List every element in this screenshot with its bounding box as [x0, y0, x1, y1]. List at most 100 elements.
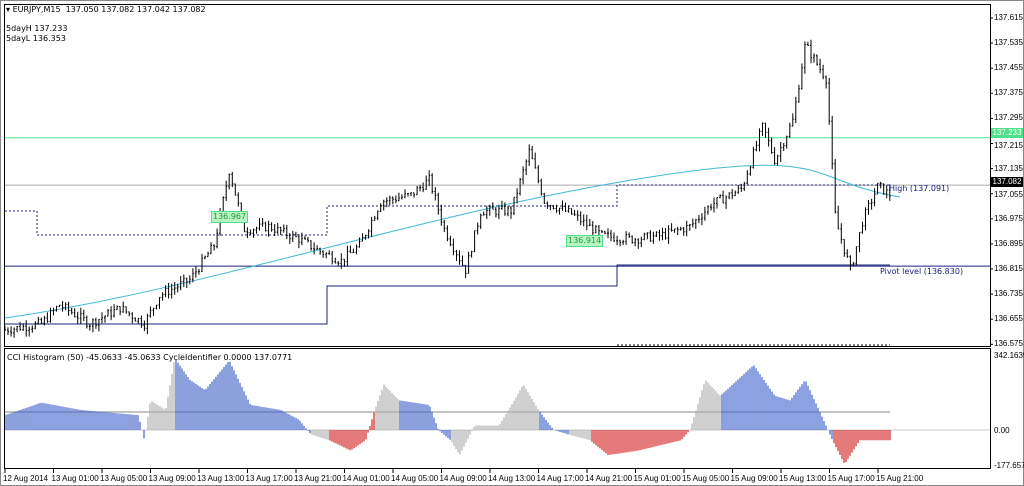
price-bar	[173, 282, 176, 295]
price-bar	[97, 319, 100, 332]
price-bar	[888, 184, 891, 201]
price-bar	[79, 307, 82, 324]
price-bar	[655, 231, 658, 237]
price-axis-label: 136.575	[994, 339, 1023, 349]
time-axis-label: 14 Aug 17:00	[536, 474, 584, 483]
price-bar	[864, 207, 867, 231]
price-bar	[619, 239, 622, 247]
price-bar	[82, 309, 85, 321]
price-bar	[879, 181, 882, 189]
price-bar	[376, 210, 379, 221]
price-bar	[231, 171, 234, 188]
price-bar	[643, 232, 646, 241]
price-bar	[649, 230, 652, 242]
price-axis-label: 136.975	[994, 213, 1023, 223]
collapse-triangle-icon[interactable]: ▾	[6, 5, 11, 14]
price-bar	[594, 225, 597, 234]
time-axis-label: 14 Aug 21:00	[585, 474, 633, 483]
time-axis-label: 15 Aug 17:00	[827, 474, 875, 483]
price-bar	[467, 251, 470, 274]
price-bar	[758, 128, 761, 152]
price-bar	[834, 159, 837, 214]
price-bar	[500, 200, 503, 210]
price-bar	[297, 234, 300, 249]
price-bar	[728, 192, 731, 200]
price-bar	[107, 308, 109, 317]
price-bar	[264, 221, 267, 232]
price-bar	[416, 185, 419, 196]
price-bar	[419, 184, 422, 192]
price-bar	[37, 316, 40, 325]
time-axis-label: 13 Aug 17:00	[245, 474, 293, 483]
price-bar	[388, 195, 391, 206]
price-bar	[113, 304, 116, 318]
price-axis-label: 136.655	[994, 314, 1023, 324]
price-bar	[485, 205, 488, 219]
time-axis-label: 14 Aug 05:00	[391, 474, 439, 483]
time-axis-label: 14 Aug 09:00	[439, 474, 487, 483]
price-bar	[67, 301, 70, 316]
price-bar	[797, 84, 800, 103]
price-bar	[185, 277, 188, 288]
price-bar	[346, 245, 349, 267]
price-bar	[537, 165, 540, 184]
price-bar	[770, 137, 773, 154]
price-bar	[358, 237, 361, 248]
price-bar	[182, 274, 185, 287]
price-bar	[567, 205, 570, 213]
price-bar	[334, 257, 337, 264]
price-bar	[491, 202, 494, 210]
price-bar	[622, 239, 625, 246]
price-bar	[479, 213, 482, 229]
price-bar	[488, 204, 491, 216]
price-bar	[64, 302, 67, 311]
indicator-pane[interactable]	[4, 348, 991, 469]
price-bar	[307, 236, 309, 243]
price-bar	[576, 210, 579, 221]
price-bar	[840, 223, 843, 244]
price-bar	[234, 183, 237, 196]
price-bar	[534, 152, 537, 169]
price-bar	[194, 266, 197, 278]
price-bar	[379, 203, 382, 212]
price-bar	[470, 250, 473, 258]
price-bar	[461, 255, 464, 266]
price-bar	[764, 122, 767, 138]
price-bar	[313, 242, 316, 255]
price-bar	[703, 206, 706, 221]
price-bar	[806, 41, 809, 46]
price-bar	[85, 315, 88, 329]
price-pane[interactable]	[4, 4, 991, 347]
price-bar	[361, 233, 364, 242]
price-axis-label: 137.535	[994, 38, 1023, 48]
price-bar	[225, 180, 228, 201]
price-bar	[867, 200, 870, 215]
price-axis-label: 137.135	[994, 163, 1023, 173]
price-bar	[540, 178, 543, 196]
price-bar	[525, 159, 528, 175]
price-bar	[849, 255, 852, 271]
price-bar	[364, 234, 367, 240]
price-box-label: 136.967	[211, 211, 249, 223]
price-axis-label: 137.615	[994, 13, 1023, 22]
price-bar	[779, 142, 782, 162]
price-bar	[170, 283, 173, 299]
price-bar	[288, 233, 291, 244]
price-bar	[455, 249, 458, 261]
price-bar	[631, 235, 634, 244]
price-bar	[646, 232, 649, 240]
price-bar	[782, 143, 785, 151]
price-bar	[55, 305, 58, 312]
price-bar	[482, 211, 485, 216]
price-bar	[204, 255, 206, 260]
price-bar	[373, 215, 376, 221]
price-bar	[861, 221, 864, 234]
price-bar	[343, 258, 346, 267]
time-axis-label: 14 Aug 01:00	[342, 474, 390, 483]
price-bar	[201, 253, 203, 273]
time-axis-label: 14 Aug 13:00	[488, 474, 536, 483]
price-bar	[273, 224, 276, 236]
price-bar	[237, 192, 240, 207]
